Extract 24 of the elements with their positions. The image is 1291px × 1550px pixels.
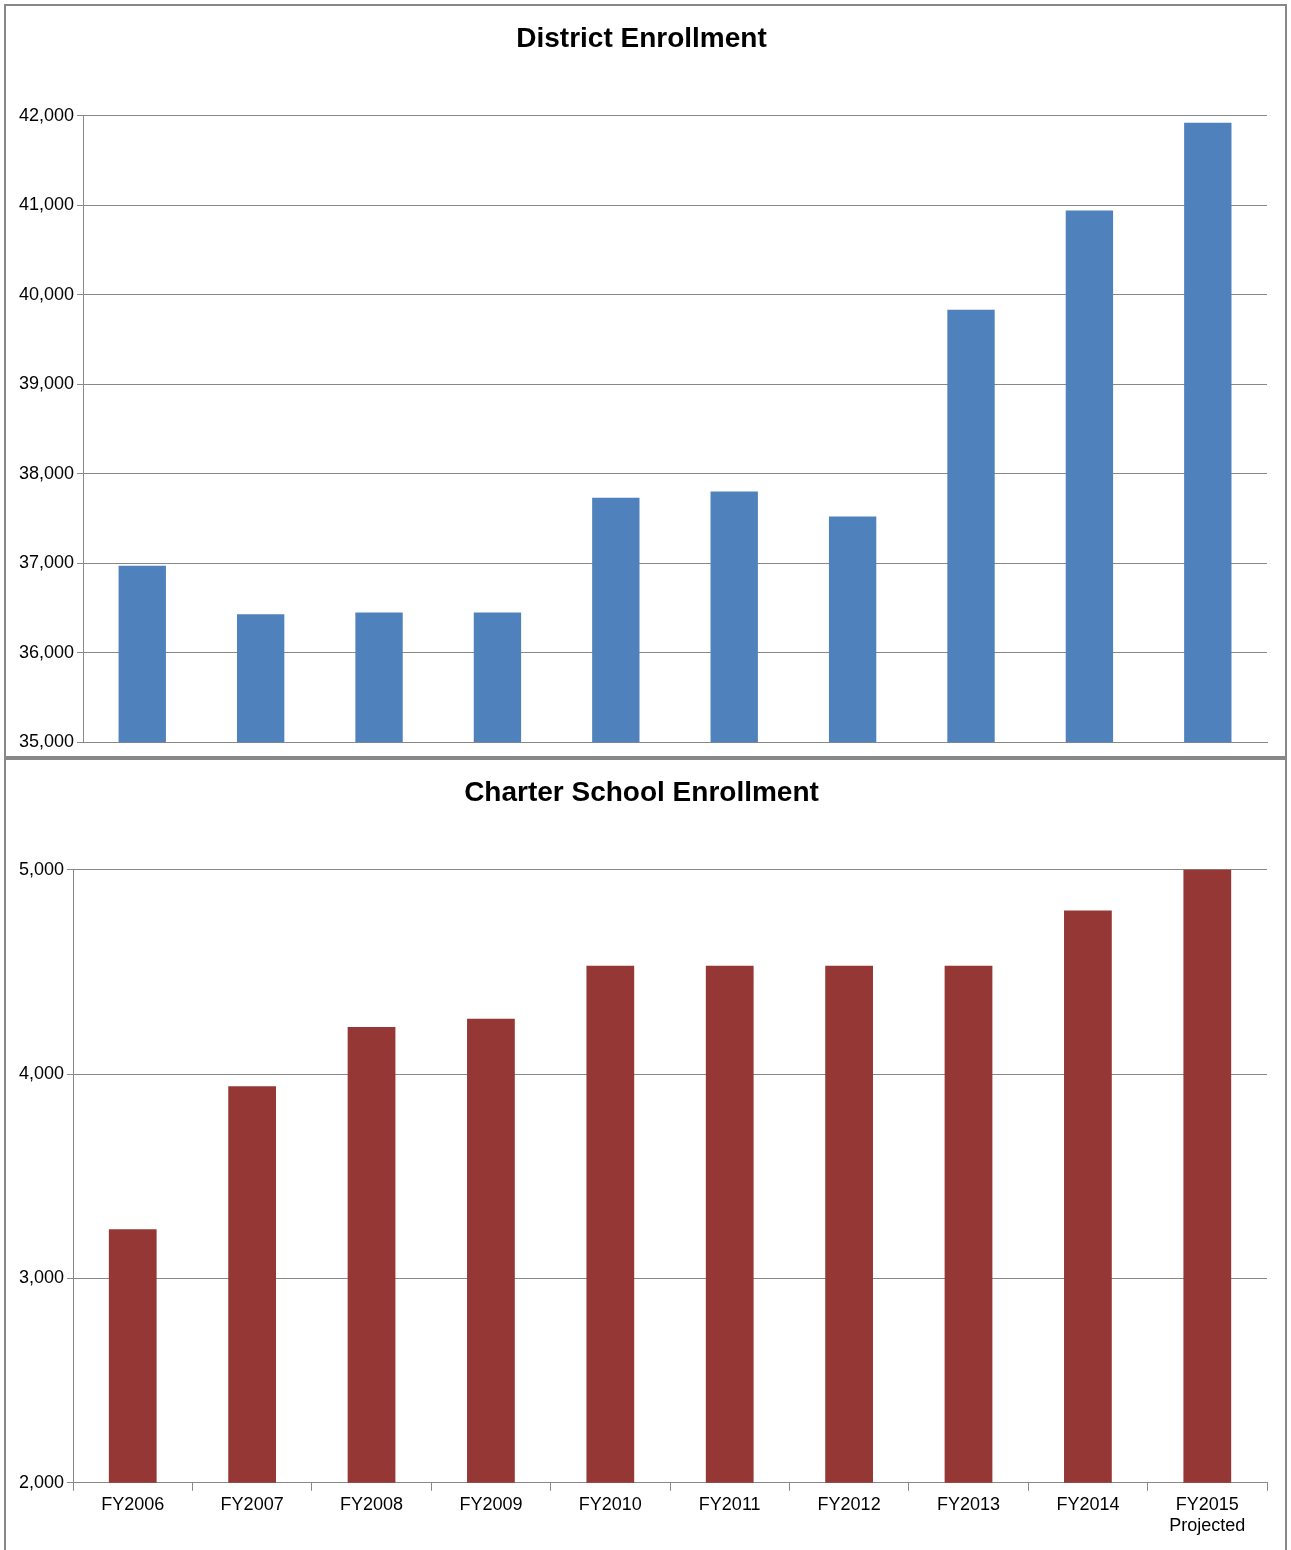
x-tick-label: FY2011 [698, 1493, 761, 1514]
y-tick-label: 42,000 [18, 104, 75, 125]
x-tick-label: FY2006 [101, 1493, 165, 1514]
y-tick-label: 41,000 [18, 194, 75, 215]
x-tick-label: FY2010 [578, 1493, 642, 1514]
chart-title: District Enrollment [516, 21, 767, 53]
y-tick-label: 35,000 [18, 731, 75, 752]
x-tick-label: FY2008 [340, 1493, 404, 1514]
y-tick-label: 5,000 [19, 858, 65, 879]
chart-title: Charter School Enrollment [464, 775, 819, 807]
y-tick-label: 36,000 [18, 641, 75, 662]
x-tick-label: FY2012 [817, 1493, 881, 1514]
x-tick-label: FY2015 Projected [1169, 1493, 1246, 1536]
y-tick-label: 38,000 [18, 462, 75, 483]
x-tick-label: FY2014 [1056, 1493, 1120, 1514]
y-tick-label: 37,000 [18, 552, 75, 573]
y-tick-label: 2,000 [19, 1471, 65, 1492]
x-tick-label: FY2013 [936, 1493, 1001, 1514]
y-tick-label: 4,000 [19, 1062, 65, 1083]
y-tick-label: 39,000 [18, 373, 75, 394]
x-tick-label: FY2009 [459, 1493, 523, 1514]
x-tick-label: FY2007 [220, 1493, 284, 1514]
y-tick-label: 40,000 [18, 283, 75, 304]
y-tick-label: 3,000 [19, 1267, 65, 1288]
